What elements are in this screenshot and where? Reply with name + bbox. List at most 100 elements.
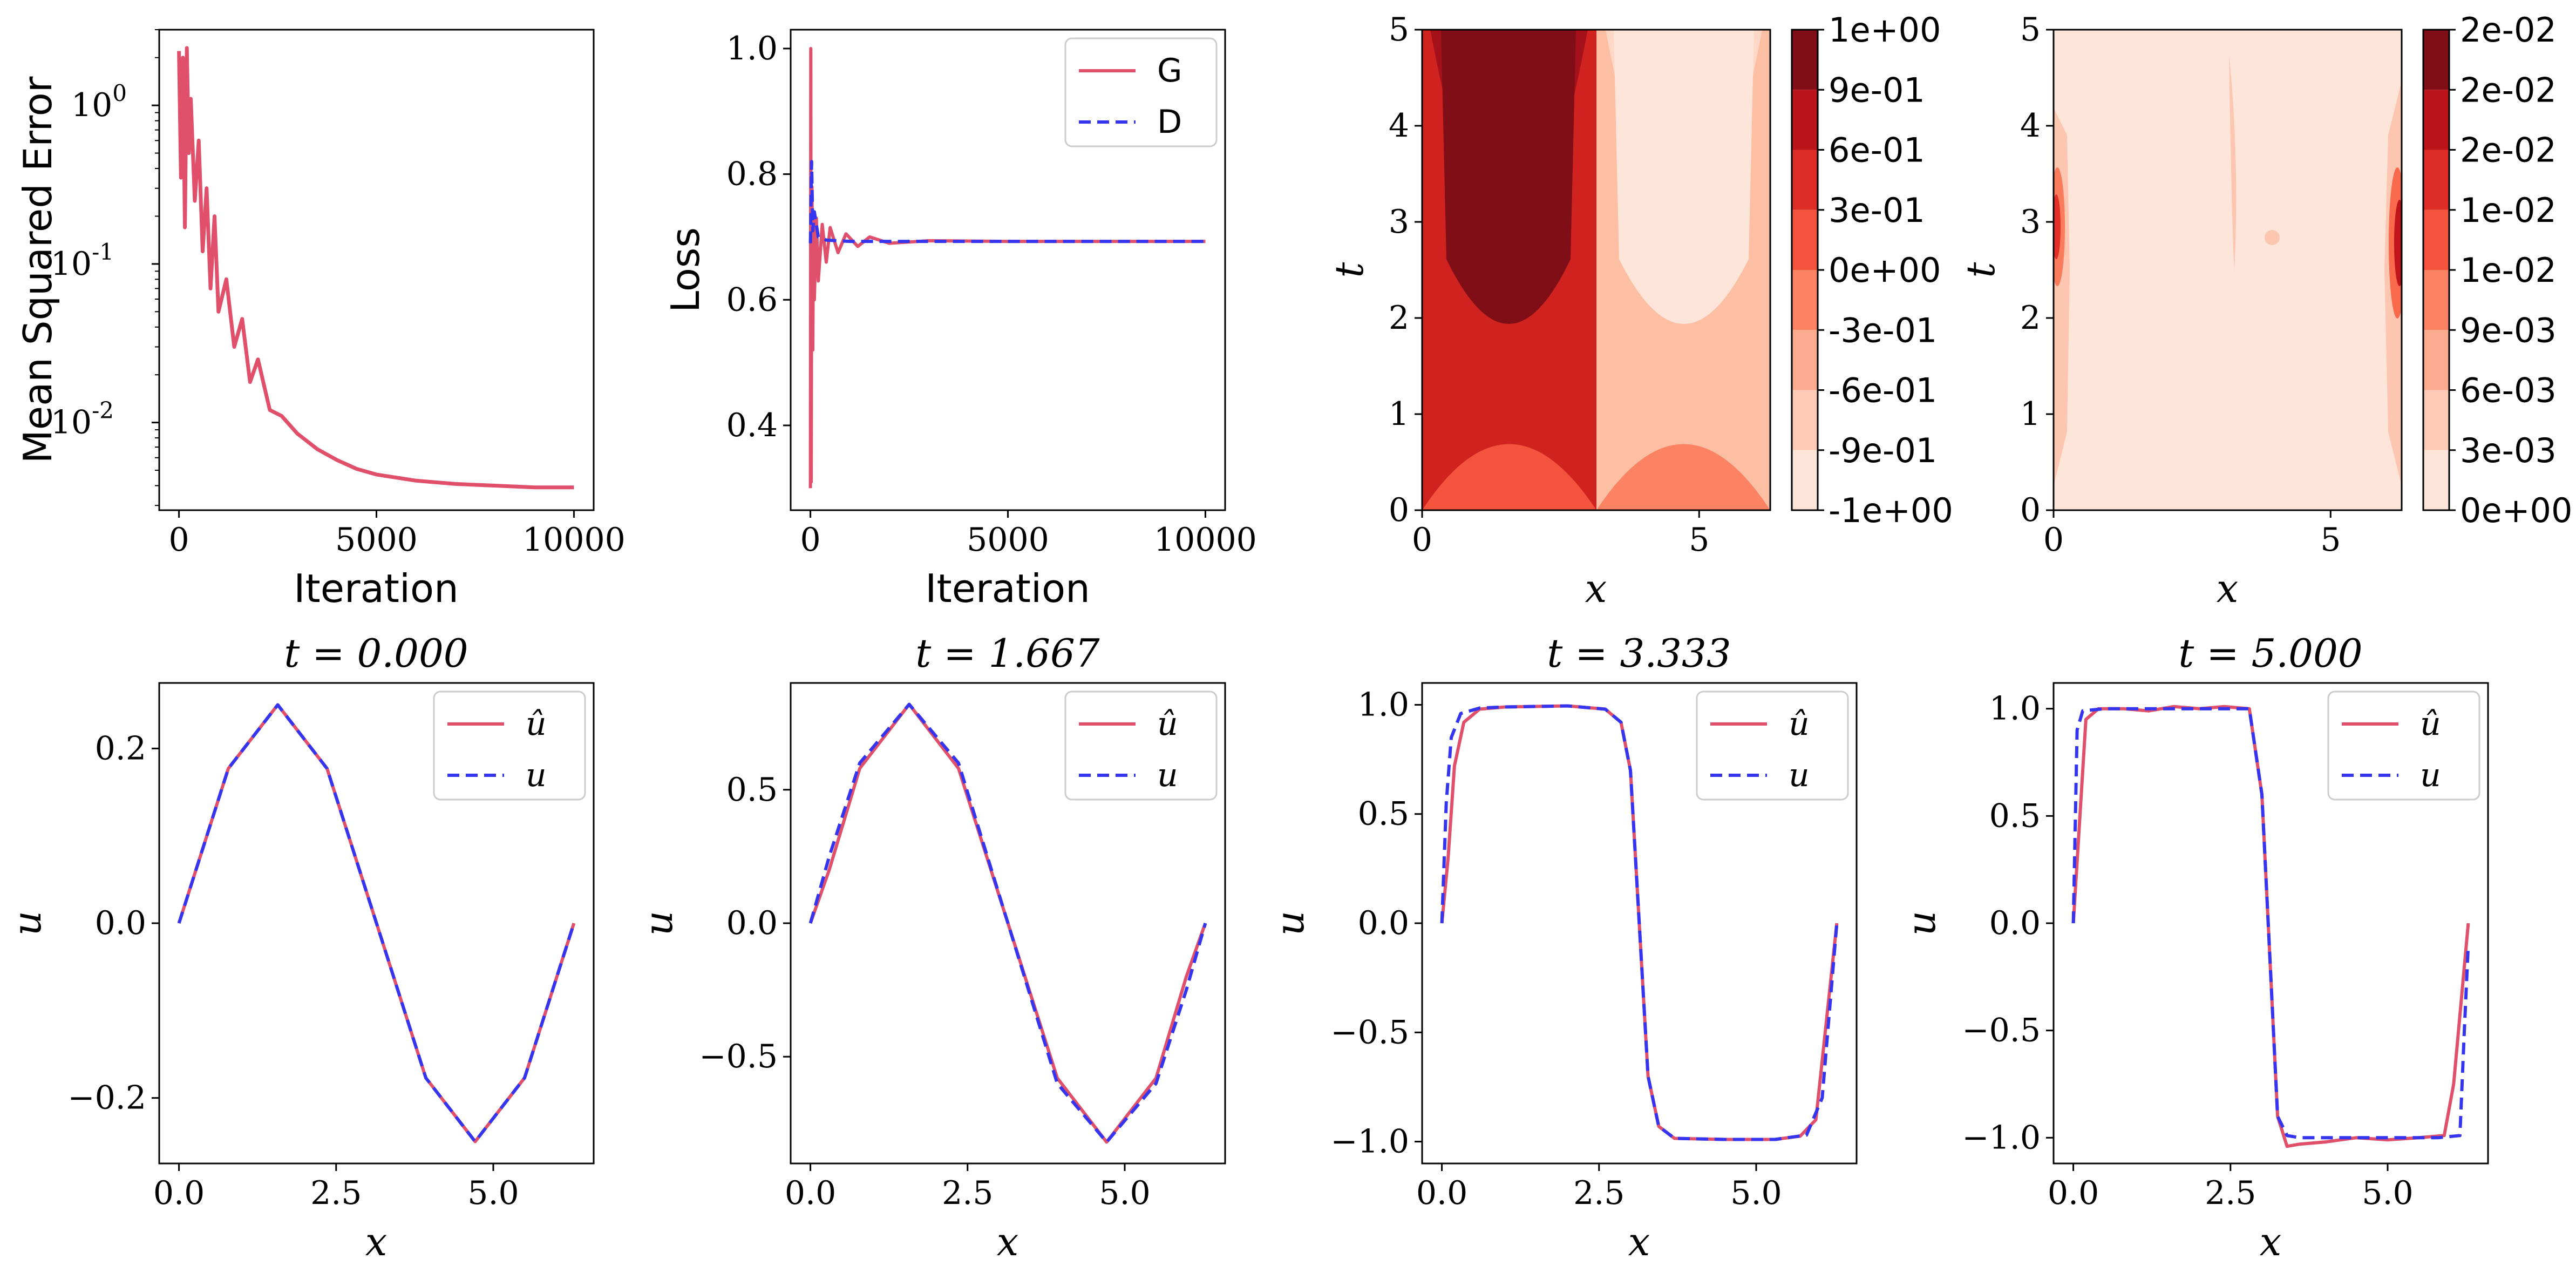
error-xlabel: x: [2217, 566, 2239, 611]
panel-slice-t0: 0.0 2.5 5.0−0.20.00.2 t = 0.000 x u ûu: [4, 631, 595, 1264]
slice-t2-xlabel: x: [1628, 1219, 1650, 1264]
colorbar-label: 9e-03: [2460, 310, 2557, 350]
y-tick-label: 0.8: [726, 155, 778, 193]
colorbar-segment: [1792, 330, 1818, 390]
legend-label: D: [1157, 103, 1182, 141]
y-tick-label: 1: [1389, 395, 1409, 433]
colorbar-label: -6e-01: [1829, 371, 1937, 410]
x-tick-label: 5.0: [1099, 1174, 1150, 1212]
y-tick-label: 0.5: [1358, 795, 1409, 833]
u-field-axes-frame: [1421, 29, 1771, 511]
panel-slice-t3: 0.0 2.5 5.0 −1.0 −0.5 0.0 0.5 1.0 t = 5.000 x u…: [1899, 631, 2489, 1264]
legend-box: [1696, 691, 1849, 801]
x-tick-label: 0.0: [785, 1174, 836, 1212]
colorbar-segment: [2423, 30, 2449, 90]
y-tick-label: 1: [2020, 395, 2041, 433]
colorbar-segment: [1792, 90, 1818, 150]
colorbar-segment: [2423, 450, 2449, 510]
mse-ylabel: Mean Squared Error: [15, 76, 60, 463]
slice-t0-title: t = 0.000: [284, 631, 468, 676]
series-line-u: [177, 703, 576, 1143]
colorbar-segment: [2423, 390, 2449, 450]
legend-box: [2327, 691, 2480, 801]
loss-ylabel: Loss: [663, 227, 708, 313]
colorbar-label: 0e+00: [1829, 251, 1941, 290]
x-tick-label: 2.5: [310, 1174, 362, 1212]
y-tick-label: 0.6: [726, 281, 778, 319]
legend-label: û: [526, 705, 547, 743]
x-tick-label: 0: [800, 521, 820, 559]
y-tick-label: 4: [1389, 107, 1409, 145]
x-tick-label: 5: [1689, 521, 1709, 559]
error-axes-frame: [2052, 29, 2403, 511]
slice-t0-xlabel: x: [365, 1219, 388, 1264]
y-tick-label: 0: [1389, 491, 1409, 529]
series-line-D: [808, 160, 1206, 243]
y-tick-label: 1.0: [1358, 686, 1409, 723]
y-tick-label: 0.0: [726, 904, 778, 942]
series-line-u: [808, 702, 1207, 1144]
x-tick-label: 5000: [967, 521, 1049, 559]
y-tick-label: 0.5: [1989, 797, 2041, 835]
x-tick-label: 10000: [522, 521, 626, 559]
x-tick-label: 5: [2320, 521, 2341, 559]
y-tick-label: 0.0: [95, 904, 146, 942]
colorbar-label: 6e-03: [2460, 371, 2557, 410]
colorbar-label: -1e+00: [1829, 491, 1953, 530]
colorbar-segment: [1792, 30, 1818, 90]
legend-label: û: [2420, 705, 2441, 743]
slice-t1-title: t = 1.667: [915, 631, 1099, 676]
colorbar-segment: [2423, 150, 2449, 210]
y-tick-label: 0: [2020, 491, 2041, 529]
colorbar-label: -9e-01: [1829, 431, 1937, 470]
y-tick-label: 3: [1389, 203, 1409, 241]
colorbar-label: 9e-01: [1829, 70, 1925, 110]
slice-t2-ylabel: u: [1267, 911, 1313, 936]
x-tick-label: 0: [1412, 521, 1432, 559]
y-tick-label: −0.5: [1962, 1012, 2041, 1050]
series-line-u: [1440, 704, 1839, 1141]
y-tick-label: 2: [2020, 299, 2041, 337]
series-line-u: [2071, 707, 2470, 1140]
error-contour: [2054, 30, 2402, 510]
y-tick-label: 3: [2020, 203, 2041, 241]
colorbar-label: 0e+00: [2460, 491, 2572, 530]
colorbar-label: 1e-02: [2460, 191, 2557, 230]
colorbar-segment: [1792, 450, 1818, 510]
y-tick-label: −1.0: [1330, 1123, 1409, 1161]
y-tick-label: −0.5: [1330, 1013, 1409, 1051]
legend-label: u: [1789, 756, 1810, 794]
y-tick-label: 0.0: [1358, 904, 1409, 942]
y-tick-label: 0.0: [1989, 904, 2041, 942]
x-tick-label: 10000: [1154, 521, 1257, 559]
colorbar-segment: [2423, 270, 2449, 330]
colorbar-segment: [2423, 330, 2449, 390]
x-tick-label: 0.0: [153, 1174, 205, 1212]
colorbar-label: 3e-01: [1829, 191, 1925, 230]
y-tick-label: 2: [1389, 299, 1409, 337]
slice-t2-title: t = 3.333: [1547, 631, 1731, 676]
colorbar-segment: [1792, 270, 1818, 330]
legend-label: u: [526, 756, 547, 794]
x-tick-label: 5000: [335, 521, 418, 559]
colorbar-label: 2e-02: [2460, 131, 2557, 170]
x-tick-label: 5.0: [2362, 1174, 2413, 1212]
panel-slice-t1: 0.0 2.5 5.0−0.50.00.5 t = 1.667 x u ûu: [636, 631, 1226, 1264]
u-field-ylabel: t: [1327, 261, 1372, 278]
colorbar-label: 1e+00: [1829, 10, 1941, 50]
panel-abs-error: 0 5 0 1 2 3 4 5 x t 0e+00 3e-03 6e-03 9e-03 1e-02 1e…: [1958, 10, 2572, 611]
legend-label: u: [1157, 756, 1178, 794]
x-tick-label: 0.0: [2048, 1174, 2099, 1212]
error-ylabel: t: [1958, 261, 2003, 278]
y-tick-label: 5: [1389, 11, 1409, 49]
y-tick-label: 0.4: [726, 407, 778, 444]
y-tick-label: 0.5: [726, 771, 778, 809]
x-tick-label: 0: [2043, 521, 2064, 559]
slice-t3-xlabel: x: [2260, 1219, 2282, 1264]
colorbar-label: 3e-03: [2460, 431, 2557, 470]
colorbar-label: 2e-02: [2460, 70, 2557, 110]
slice-t3-ylabel: u: [1899, 911, 1944, 936]
x-tick-label: 2.5: [2205, 1174, 2256, 1212]
